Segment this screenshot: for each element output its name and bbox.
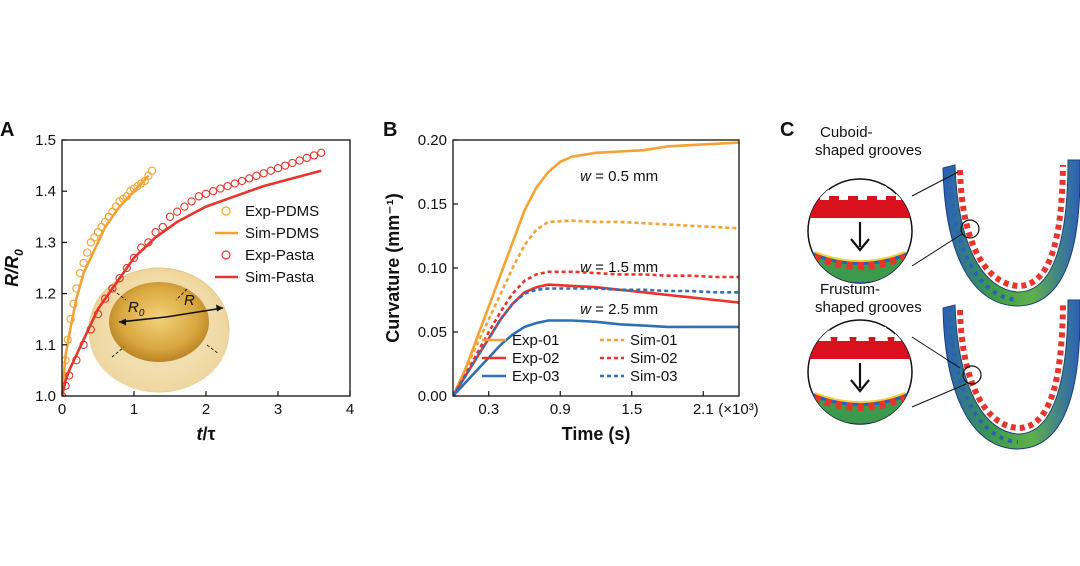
- y-tick-label: 1.5: [35, 132, 56, 149]
- y-axis-title: R/R0: [2, 249, 26, 287]
- legend-entry: Sim-02: [630, 350, 678, 367]
- legend-entry: Sim-03: [630, 368, 678, 385]
- legend-entry: Exp-PDMS: [245, 203, 319, 220]
- data-point-exp-pdms: [83, 248, 92, 257]
- y-tick-label: 1.4: [35, 183, 56, 200]
- frustum-label-line2: shaped grooves: [815, 299, 922, 316]
- panel-b-letter: B: [383, 119, 397, 141]
- x-multiplier-label: (×10³): [718, 401, 758, 418]
- legend-entry: Sim-Pasta: [245, 269, 315, 286]
- data-point-exp-pasta: [187, 197, 196, 206]
- x-tick-label: 1.5: [621, 401, 642, 418]
- x-axis-title: Time (s): [562, 424, 631, 444]
- y-tick-label: 1.0: [35, 388, 56, 405]
- data-point-exp-pasta: [295, 156, 304, 165]
- y-axis-title: Curvature (mm⁻¹): [383, 193, 403, 343]
- data-point-exp-pasta: [266, 166, 275, 175]
- y-tick-label: 0.10: [418, 260, 447, 277]
- y-tick-label: 0.05: [418, 324, 447, 341]
- data-point-exp-pdms: [86, 238, 95, 247]
- data-point-exp-pasta: [201, 189, 211, 198]
- data-point-exp-pasta: [237, 176, 247, 186]
- r0-arrow: [118, 316, 167, 323]
- y-tick-label: 1.3: [35, 234, 56, 251]
- series-line-exp-01: [453, 141, 739, 396]
- data-point-exp-pasta: [108, 284, 117, 293]
- data-point-exp-pasta: [302, 153, 311, 163]
- x-tick-label: 1: [130, 401, 138, 418]
- width-annotation: w = 0.5 mm: [580, 168, 658, 185]
- data-point-exp-pasta: [129, 253, 139, 262]
- legend-swatch: [221, 250, 231, 260]
- x-tick-label: 0.9: [550, 401, 571, 418]
- data-point-exp-pasta: [115, 274, 124, 283]
- y-tick-label: 0.20: [418, 132, 447, 149]
- x-tick-label: 3: [274, 401, 282, 418]
- data-point-exp-pasta: [288, 158, 297, 168]
- x-tick-label: 0: [58, 401, 66, 418]
- panel-c-letter: C: [780, 119, 794, 141]
- data-point-exp-pasta: [223, 181, 232, 191]
- data-point-exp-pasta: [281, 161, 290, 170]
- data-point-exp-pasta: [173, 207, 182, 216]
- cuboid-label-line1: Cuboid-: [820, 124, 873, 141]
- series-line-sim-pdms: [62, 174, 150, 396]
- data-point-exp-pasta: [273, 164, 283, 173]
- data-point-exp-pasta: [230, 179, 239, 188]
- data-point-exp-pasta: [122, 263, 131, 273]
- y-tick-label: 1.2: [35, 286, 56, 303]
- frustum-zoom-inset: [807, 319, 913, 425]
- legend-entry: Exp-02: [512, 350, 560, 367]
- r-label: R: [184, 292, 195, 309]
- panel-a: A R0 R 0 1 2 3 4 1.0 1.1 1.2 1.3 1.4 1.5 t/τ R/R0 Ex…: [0, 119, 354, 444]
- data-point-exp-pasta: [180, 202, 189, 211]
- series-line-sim-pasta: [62, 169, 322, 396]
- legend-entry: Sim-PDMS: [245, 225, 319, 242]
- data-point-exp-pasta: [194, 192, 203, 201]
- cuboid-fem-model: [911, 159, 1080, 307]
- panel-b: B 0.3 0.9 1.5 2.1 (×10³) 0.00 0.05 0.10 0.15 0.20…: [383, 119, 759, 444]
- x-tick-label: 0.3: [478, 401, 499, 418]
- r0-label: R0: [128, 299, 145, 319]
- legend-entry: Exp-Pasta: [245, 247, 315, 264]
- data-point-exp-pasta: [259, 169, 268, 178]
- panel-c: C Cuboid- shaped grooves Frustum- shaped…: [780, 119, 1080, 450]
- x-tick-label: 2: [202, 401, 210, 418]
- data-point-exp-pasta: [165, 212, 175, 221]
- legend-entry: Sim-01: [630, 332, 678, 349]
- width-annotation: w = 1.5 mm: [580, 259, 658, 276]
- frustum-fem-model: [911, 299, 1080, 450]
- data-point-exp-pasta: [216, 184, 225, 193]
- r-arrow: [165, 307, 224, 318]
- x-tick-label: 2.1: [693, 401, 714, 418]
- series-line-exp-03: [453, 319, 739, 396]
- data-point-exp-pasta: [317, 148, 326, 157]
- frustum-label-line1: Frustum-: [820, 281, 880, 298]
- x-axis-title: t/τ: [196, 424, 215, 444]
- data-point-exp-pasta: [245, 174, 254, 183]
- panel-a-letter: A: [0, 119, 14, 141]
- x-tick-label: 4: [346, 401, 354, 418]
- data-point-exp-pdms: [90, 233, 99, 242]
- data-point-exp-pdms: [147, 166, 157, 175]
- y-tick-label: 1.1: [35, 337, 56, 354]
- data-point-exp-pasta: [252, 171, 261, 180]
- series-line-sim-03: [453, 287, 739, 396]
- y-tick-label: 0.00: [418, 388, 447, 405]
- data-point-exp-pasta: [309, 151, 319, 160]
- data-point-exp-pasta: [209, 187, 218, 196]
- legend-entry: Exp-03: [512, 368, 560, 385]
- inset-ring-illustration: R0 R: [88, 267, 230, 393]
- legend-entry: Exp-01: [512, 332, 560, 349]
- width-annotation: w = 2.5 mm: [580, 301, 658, 318]
- y-tick-label: 0.15: [418, 196, 447, 213]
- legend-swatch: [221, 206, 231, 216]
- cuboid-label-line2: shaped grooves: [815, 142, 922, 159]
- cuboid-zoom-inset: [807, 178, 913, 284]
- series-line-exp-02: [453, 283, 739, 396]
- data-point-exp-pasta: [101, 294, 110, 303]
